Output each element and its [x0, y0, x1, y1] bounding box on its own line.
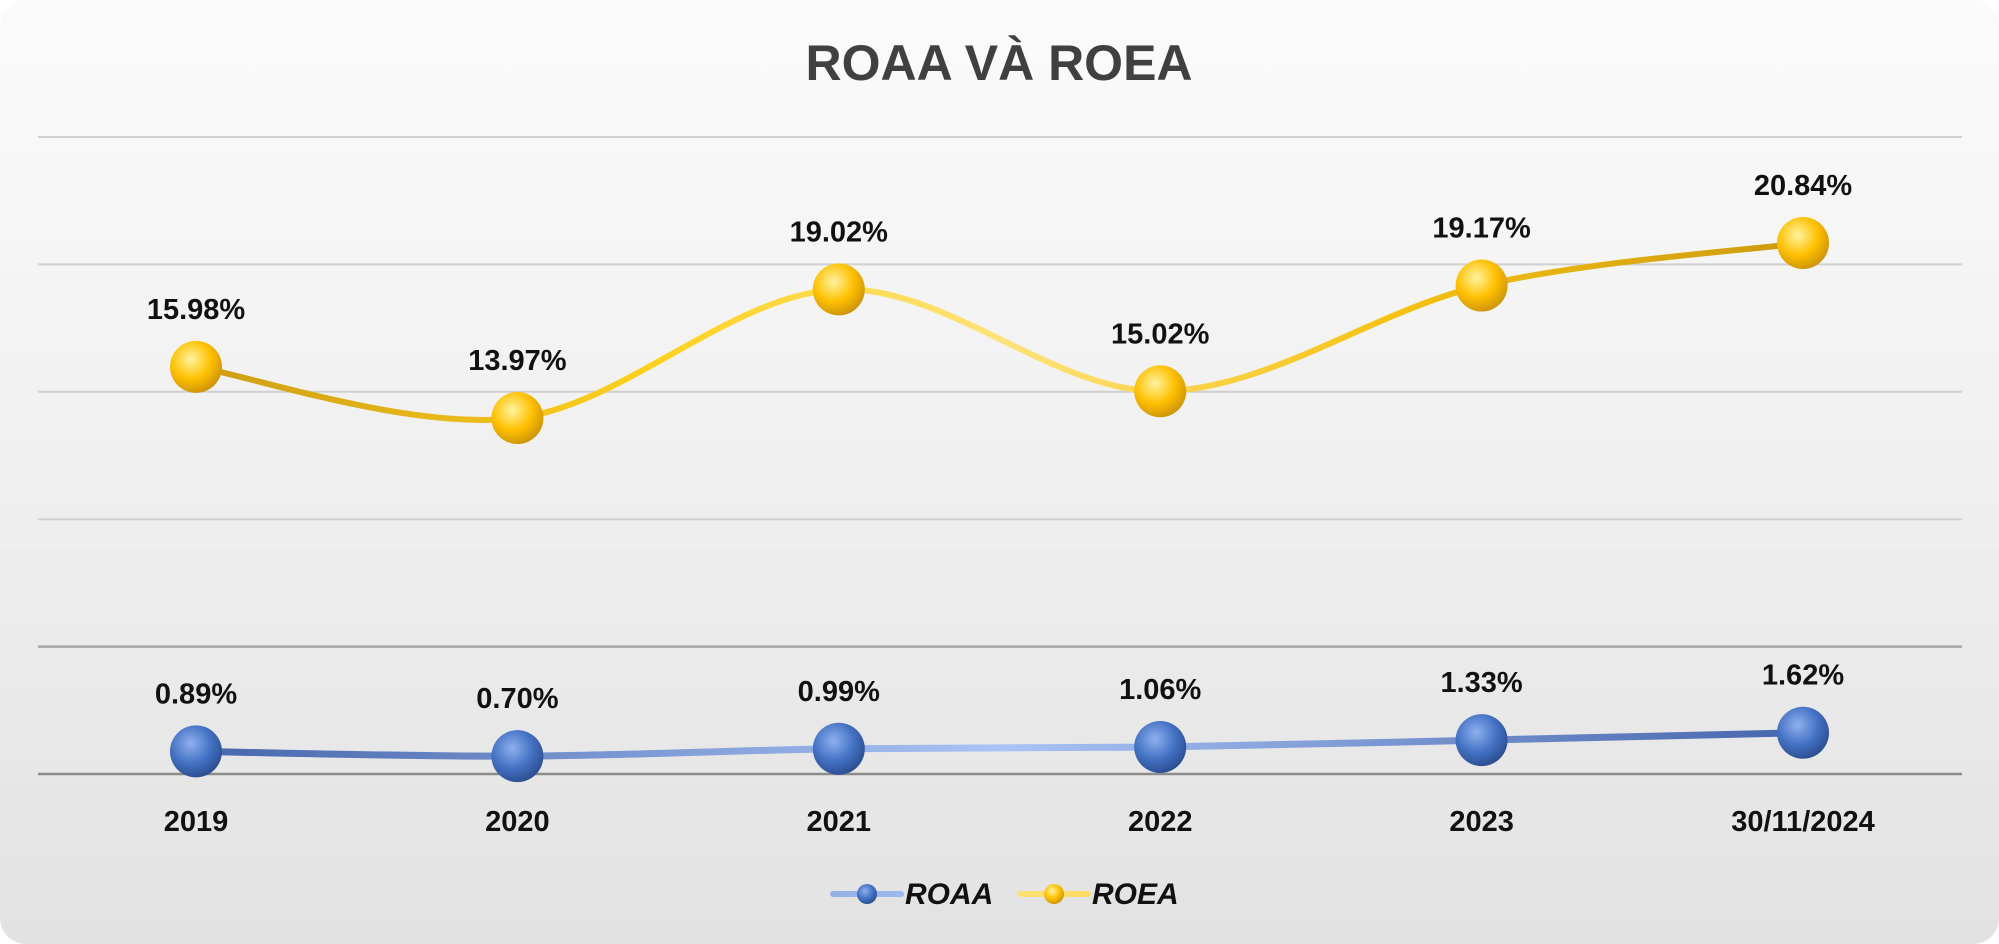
marker-roaa-2 [812, 722, 865, 775]
legend-label-roea: ROEA [1092, 878, 1179, 911]
x-tick-label: 2021 [807, 806, 872, 838]
x-tick-label: 2023 [1449, 806, 1514, 838]
marker-roaa-1 [491, 730, 544, 783]
marker-roea-2 [812, 263, 865, 316]
data-label-roaa-1: 0.70% [476, 683, 558, 715]
legend-roaa-marker [857, 884, 877, 904]
marker-roea-0 [170, 340, 222, 393]
data-label-roea-2: 19.02% [790, 216, 889, 248]
gridlines [38, 136, 1962, 776]
data-label-roea-5: 20.84% [1754, 170, 1853, 202]
marker-roaa-0 [170, 725, 222, 778]
legend-label-roaa: ROAA [905, 878, 993, 911]
legend-item-roaa: ROAA [830, 878, 993, 911]
legend-roea-marker [1044, 884, 1064, 904]
data-label-roaa-4: 1.33% [1440, 667, 1522, 699]
data-label-roaa-5: 1.62% [1762, 660, 1844, 692]
legend-item-roea: ROEA [1017, 878, 1179, 911]
marker-roaa-3 [1134, 720, 1187, 773]
data-label-roea-0: 15.98% [147, 294, 246, 326]
x-axis-tick-labels: 2019 2020 2021 2022 2023 30/11/2024 [164, 806, 1875, 838]
marker-roea-3 [1134, 365, 1187, 418]
data-label-roaa-2: 0.99% [798, 676, 880, 708]
data-label-roaa-3: 1.06% [1119, 674, 1201, 706]
marker-roea-1 [491, 392, 544, 445]
data-labels: 0.89% 0.70% 0.99% 1.06% 1.33% 1.62% 15.98% 13.9… [147, 170, 1853, 715]
data-label-roea-4: 19.17% [1432, 213, 1531, 245]
marker-roaa-4 [1455, 714, 1508, 767]
x-tick-label: 2019 [164, 806, 229, 838]
data-label-roaa-0: 0.89% [155, 678, 237, 710]
series-lines [192, 239, 1807, 760]
marker-roaa-5 [1777, 706, 1829, 759]
legend: ROAA ROEA [830, 878, 1179, 911]
marker-roea-5 [1777, 216, 1829, 269]
series-markers [170, 216, 1829, 783]
x-tick-label: 30/11/2024 [1731, 806, 1875, 838]
series-line-roea [193, 239, 1806, 423]
chart-title: ROAA VÀ ROEA [805, 35, 1192, 91]
marker-roea-4 [1455, 259, 1508, 312]
x-tick-label: 2022 [1128, 806, 1193, 838]
data-label-roea-3: 15.02% [1111, 318, 1210, 350]
data-label-roea-1: 13.97% [468, 345, 567, 377]
x-tick-label: 2020 [485, 806, 550, 838]
series-line-roaa [192, 729, 1807, 760]
